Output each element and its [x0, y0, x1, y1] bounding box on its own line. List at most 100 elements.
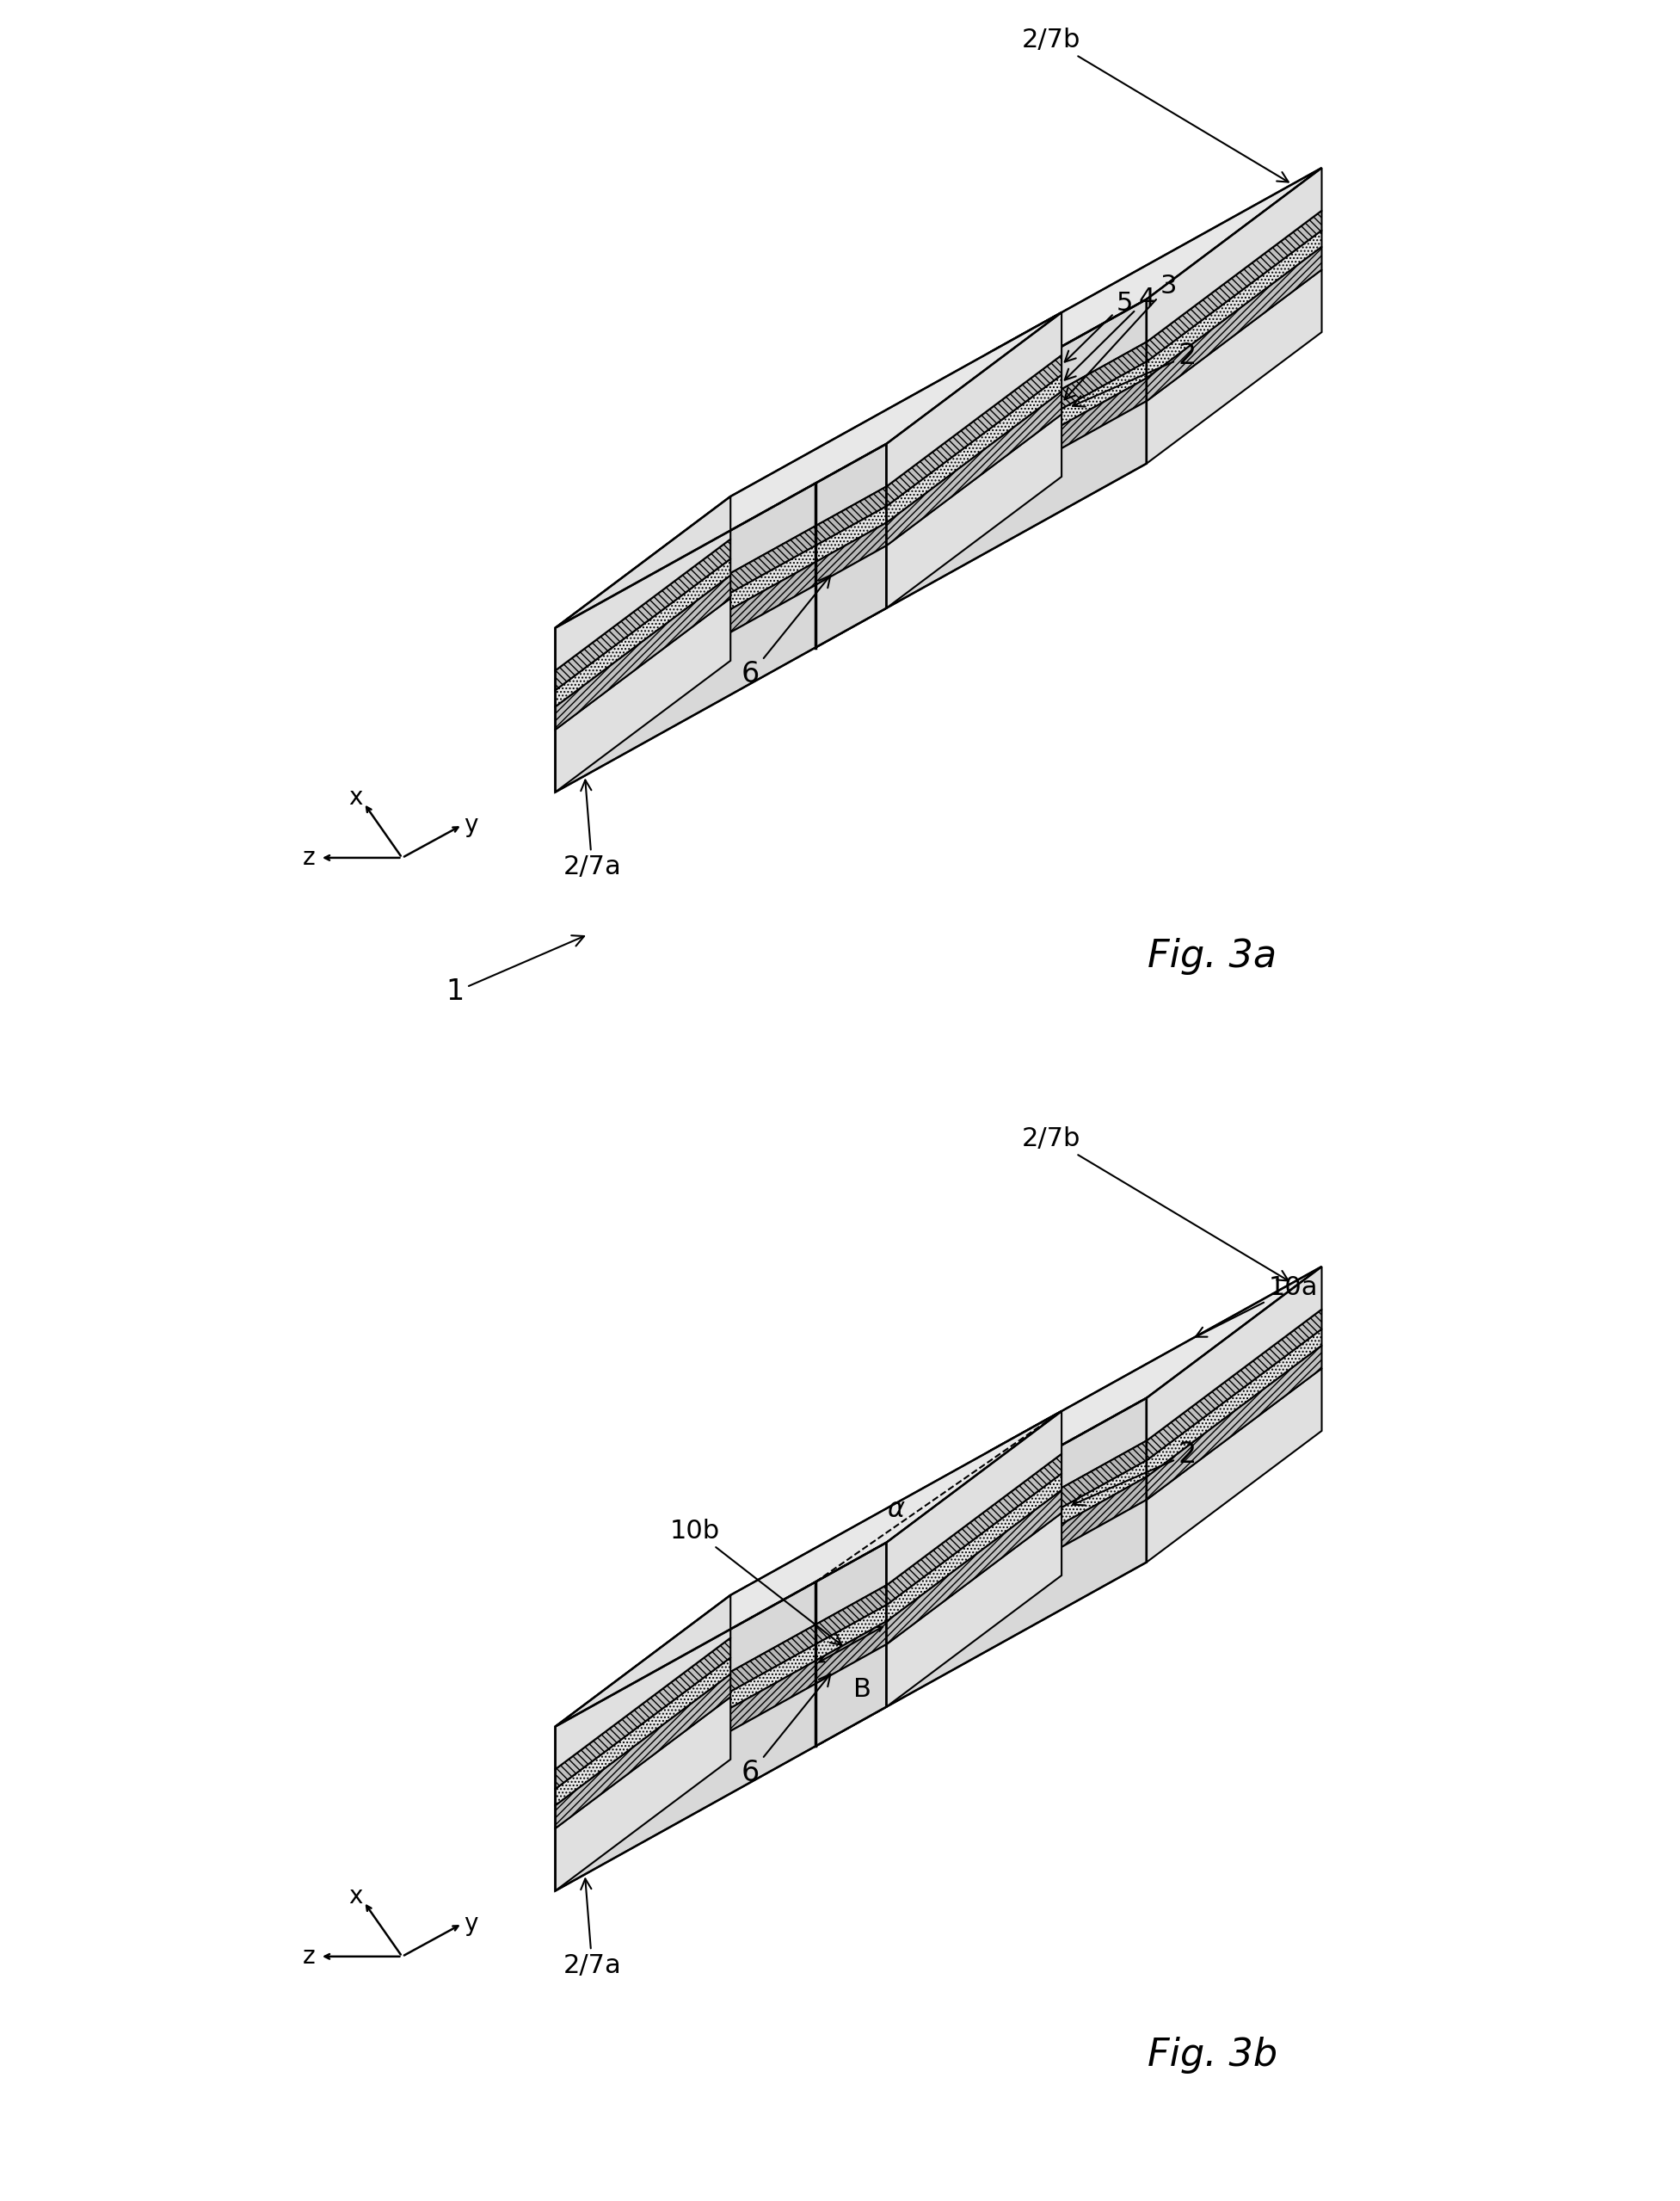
- Text: 3: 3: [1065, 273, 1178, 401]
- Polygon shape: [887, 374, 1062, 522]
- Polygon shape: [815, 341, 1146, 546]
- Polygon shape: [556, 354, 1062, 671]
- Text: B: B: [853, 1677, 870, 1701]
- Polygon shape: [815, 1345, 1322, 1662]
- Polygon shape: [1146, 1345, 1322, 1499]
- Polygon shape: [556, 559, 731, 707]
- Text: 6: 6: [741, 574, 830, 689]
- Polygon shape: [815, 352, 991, 526]
- Text: x: x: [348, 1884, 363, 1908]
- Polygon shape: [815, 414, 991, 561]
- Text: 5: 5: [1065, 291, 1132, 361]
- Polygon shape: [887, 1472, 1062, 1622]
- Polygon shape: [1146, 1329, 1322, 1477]
- Polygon shape: [1146, 167, 1322, 341]
- Polygon shape: [556, 1675, 731, 1829]
- Text: 2/7b: 2/7b: [1021, 29, 1289, 183]
- Polygon shape: [815, 1450, 991, 1624]
- Text: 4: 4: [1065, 286, 1154, 381]
- Polygon shape: [815, 211, 1322, 526]
- Polygon shape: [556, 1638, 731, 1789]
- Text: 10b: 10b: [670, 1519, 842, 1644]
- Text: 1: 1: [445, 935, 585, 1006]
- Text: Fig. 3a: Fig. 3a: [1147, 938, 1277, 975]
- Polygon shape: [815, 1310, 1322, 1624]
- Polygon shape: [815, 1398, 1146, 1624]
- Polygon shape: [556, 392, 1062, 707]
- Polygon shape: [556, 599, 731, 792]
- Polygon shape: [1146, 211, 1322, 361]
- Text: y: y: [464, 1913, 477, 1935]
- Polygon shape: [815, 401, 1146, 647]
- Polygon shape: [815, 1461, 1146, 1662]
- Polygon shape: [556, 1644, 887, 1891]
- Text: z: z: [302, 845, 316, 869]
- Text: 2/7a: 2/7a: [563, 1880, 622, 1979]
- Polygon shape: [556, 445, 887, 671]
- Text: y: y: [464, 812, 477, 836]
- Polygon shape: [556, 1543, 887, 1770]
- Text: 2/7b: 2/7b: [1021, 1127, 1289, 1281]
- Polygon shape: [556, 1596, 731, 1770]
- Polygon shape: [815, 361, 1146, 561]
- Polygon shape: [556, 374, 1062, 691]
- Polygon shape: [556, 1605, 887, 1805]
- Polygon shape: [887, 1411, 1062, 1585]
- Polygon shape: [556, 313, 1062, 627]
- Polygon shape: [887, 1512, 1062, 1706]
- Text: x: x: [348, 786, 363, 810]
- Polygon shape: [1146, 1310, 1322, 1461]
- Polygon shape: [1146, 1266, 1322, 1442]
- Polygon shape: [887, 392, 1062, 546]
- Polygon shape: [556, 1455, 1062, 1770]
- Polygon shape: [1146, 271, 1322, 464]
- Polygon shape: [815, 231, 1322, 546]
- Polygon shape: [815, 1499, 1146, 1745]
- Polygon shape: [556, 539, 731, 691]
- Polygon shape: [556, 1697, 731, 1891]
- Polygon shape: [815, 1552, 991, 1745]
- Polygon shape: [556, 497, 731, 671]
- Polygon shape: [1146, 231, 1322, 379]
- Text: 2: 2: [1072, 341, 1196, 407]
- Polygon shape: [556, 506, 887, 707]
- Polygon shape: [815, 379, 1146, 585]
- Text: z: z: [302, 1943, 316, 1968]
- Polygon shape: [815, 1329, 1322, 1644]
- Polygon shape: [1146, 247, 1322, 401]
- Polygon shape: [556, 1512, 1062, 1829]
- Polygon shape: [815, 453, 991, 647]
- Polygon shape: [815, 1512, 991, 1662]
- Polygon shape: [556, 1657, 731, 1805]
- Polygon shape: [556, 1585, 887, 1789]
- Polygon shape: [887, 1490, 1062, 1644]
- Polygon shape: [815, 247, 1322, 561]
- Polygon shape: [815, 1442, 1146, 1644]
- Polygon shape: [1146, 1369, 1322, 1563]
- Polygon shape: [887, 313, 1062, 486]
- Polygon shape: [556, 414, 1062, 731]
- Text: 6: 6: [741, 1675, 830, 1787]
- Polygon shape: [815, 1492, 991, 1644]
- Polygon shape: [556, 1622, 887, 1829]
- Polygon shape: [887, 354, 1062, 506]
- Polygon shape: [887, 414, 1062, 607]
- Polygon shape: [556, 1490, 1062, 1805]
- Polygon shape: [556, 522, 887, 731]
- Polygon shape: [556, 1472, 1062, 1789]
- Polygon shape: [556, 574, 731, 731]
- Polygon shape: [815, 1266, 1322, 1583]
- Polygon shape: [815, 167, 1322, 484]
- Polygon shape: [815, 299, 1146, 526]
- Text: Fig. 3b: Fig. 3b: [1147, 2036, 1277, 2073]
- Polygon shape: [815, 1530, 991, 1684]
- Polygon shape: [556, 486, 887, 691]
- Polygon shape: [815, 431, 991, 585]
- Polygon shape: [815, 271, 1322, 585]
- Text: 2: 2: [1072, 1439, 1196, 1505]
- Polygon shape: [815, 1369, 1322, 1684]
- Text: 2/7a: 2/7a: [563, 779, 622, 880]
- Polygon shape: [815, 394, 991, 546]
- Polygon shape: [556, 546, 887, 792]
- Polygon shape: [556, 1411, 1062, 1726]
